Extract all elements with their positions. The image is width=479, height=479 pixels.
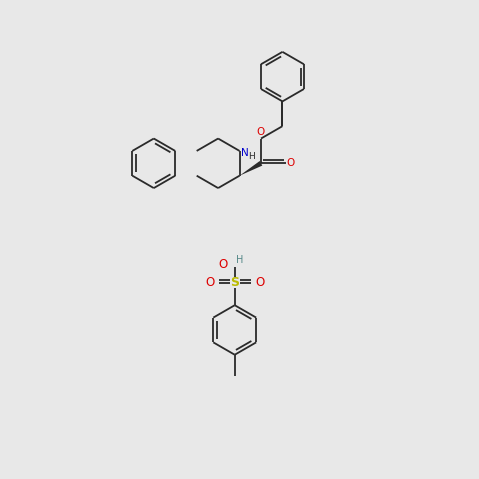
Text: H: H xyxy=(236,255,243,264)
Polygon shape xyxy=(240,161,262,176)
Text: O: O xyxy=(256,126,264,137)
Text: O: O xyxy=(205,276,214,289)
Text: O: O xyxy=(219,258,228,271)
Text: S: S xyxy=(230,276,239,289)
Text: O: O xyxy=(287,158,295,168)
Text: O: O xyxy=(255,276,264,289)
Text: H: H xyxy=(248,152,254,161)
Text: N: N xyxy=(241,148,249,158)
